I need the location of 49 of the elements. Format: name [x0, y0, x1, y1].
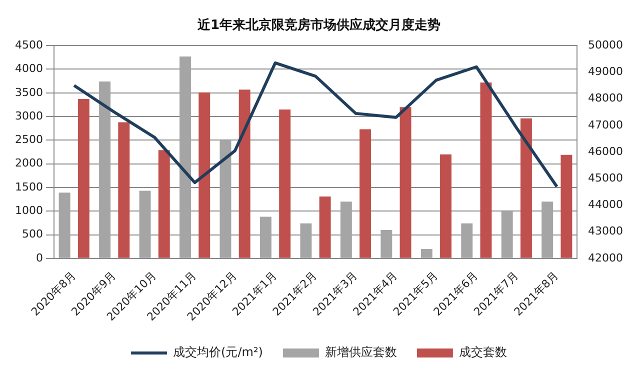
legend-label: 成交套数 [458, 345, 507, 360]
bar [78, 99, 90, 258]
y-tick-label: 2000 [14, 156, 43, 170]
bar [420, 248, 432, 258]
y2-tick-label: 42000 [588, 251, 624, 264]
y-tick-label: 1500 [14, 180, 43, 194]
bar [380, 230, 392, 258]
bar [220, 140, 232, 258]
y2-tick-label: 45000 [588, 171, 624, 184]
y2-tick-label: 43000 [588, 224, 624, 238]
y-tick-label: 2500 [14, 133, 43, 146]
bar [400, 107, 412, 258]
bar [501, 211, 513, 258]
y-tick-label: 0 [36, 251, 43, 264]
bar [260, 216, 272, 258]
y-tick-label: 500 [22, 228, 43, 241]
bar [158, 150, 170, 258]
bar [279, 109, 291, 258]
bar [440, 154, 452, 258]
bar [139, 190, 151, 258]
bar [461, 223, 473, 258]
bar [340, 202, 352, 258]
y-tick-label: 3500 [14, 86, 43, 99]
y2-tick-label: 50000 [588, 38, 624, 52]
y2-tick-label: 47000 [588, 118, 624, 132]
y-tick-label: 1000 [14, 204, 43, 217]
bar [542, 202, 554, 258]
y-tick-label: 4000 [14, 62, 43, 76]
bar [360, 129, 372, 258]
bar [238, 90, 250, 258]
y2-tick-label: 48000 [588, 92, 624, 105]
bar [58, 192, 70, 258]
bar [319, 196, 331, 258]
bar [300, 223, 312, 258]
bar [180, 56, 191, 258]
bar [560, 154, 572, 258]
bar [99, 82, 111, 258]
chart-title: 近1年来北京限竞房市场供应成交月度走势 [196, 17, 441, 34]
y-tick-label: 4500 [14, 38, 43, 52]
bar [118, 122, 130, 258]
y2-tick-label: 46000 [588, 144, 624, 158]
y2-tick-label: 44000 [588, 198, 624, 212]
y2-tick-label: 49000 [588, 65, 624, 78]
bar [480, 82, 492, 258]
legend-label: 新增供应套数 [324, 345, 397, 360]
bar [520, 118, 532, 258]
bar [198, 92, 210, 258]
y-tick-label: 3000 [14, 109, 43, 122]
legend-label: 成交均价(元/m²) [173, 345, 263, 360]
